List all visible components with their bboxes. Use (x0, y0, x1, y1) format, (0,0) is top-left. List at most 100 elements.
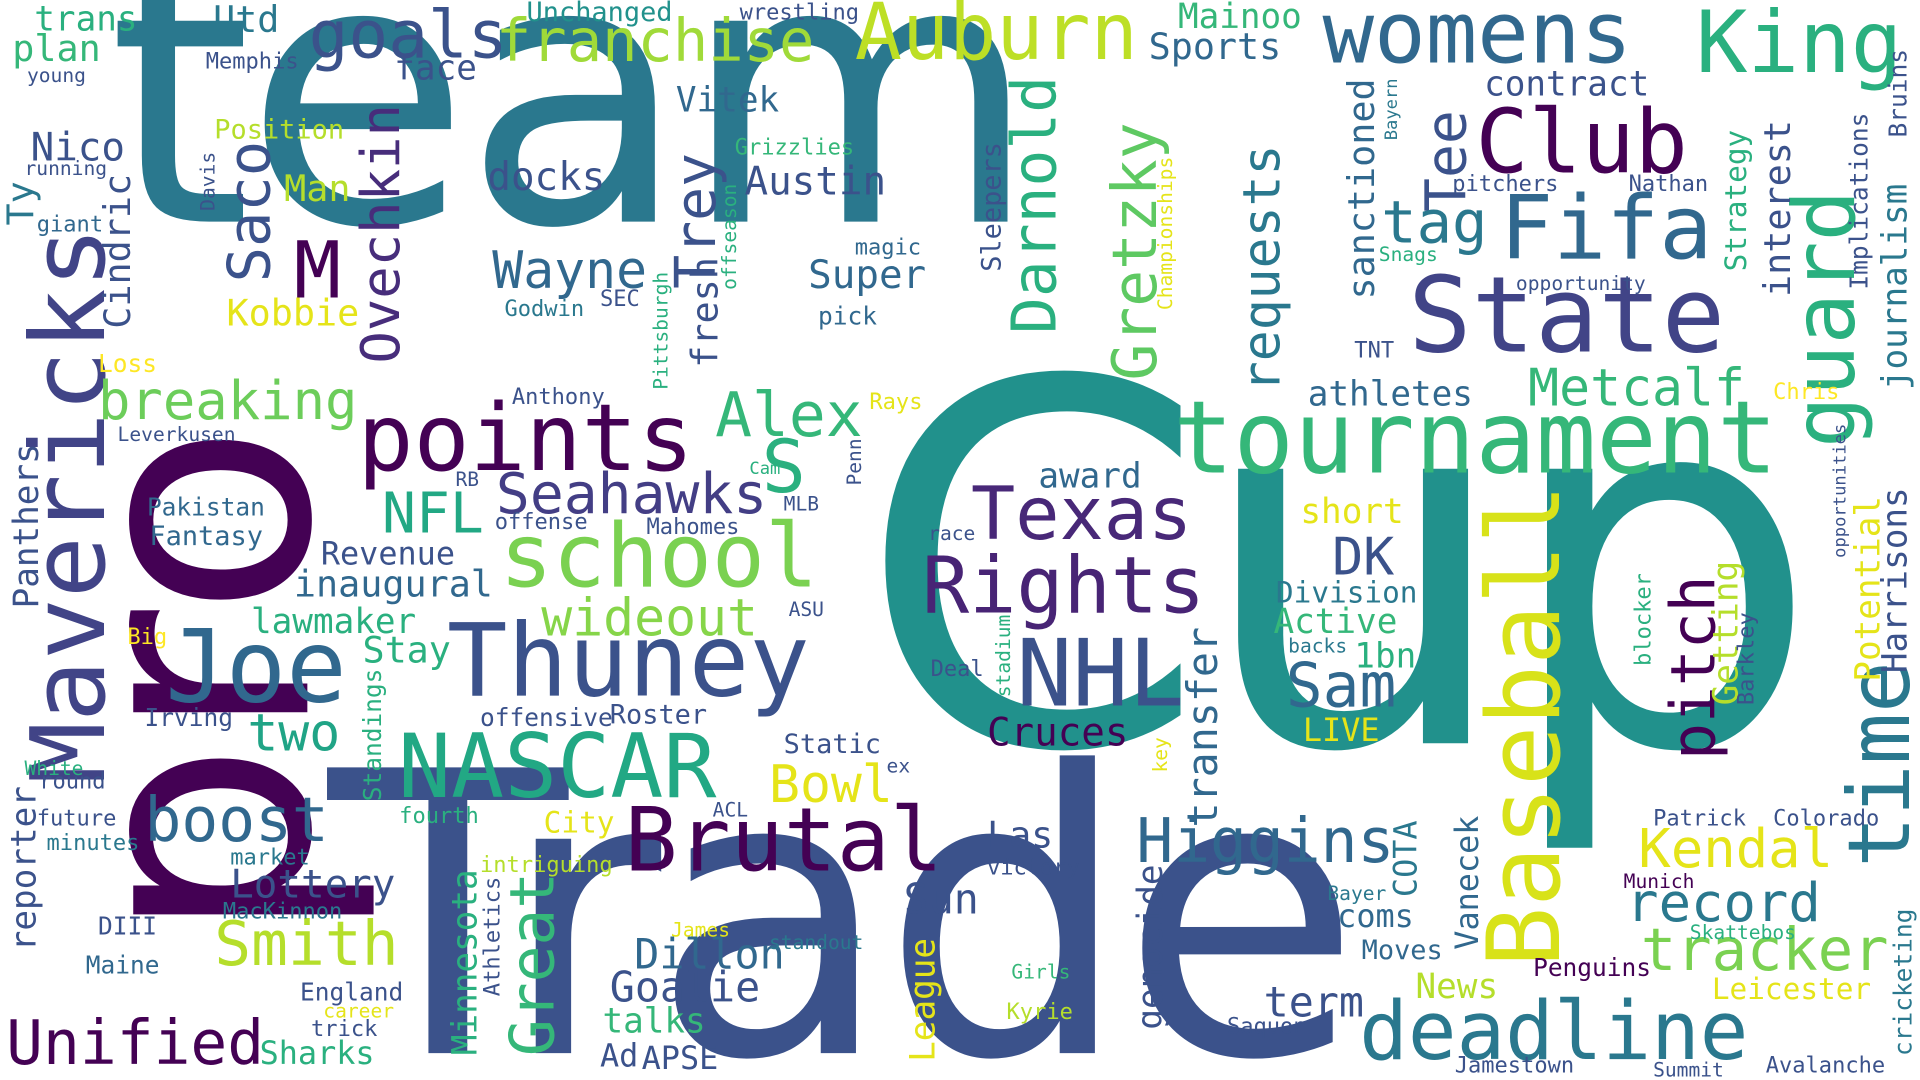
word-athletics: Athletics (480, 876, 506, 997)
word-wayne: Wayne (492, 240, 648, 301)
word-davis: Davis (195, 151, 220, 211)
word-munich: Munich (1623, 869, 1695, 893)
word-great: Great (497, 871, 569, 1057)
word-trade: Trade (328, 690, 1362, 1080)
word-bowl: Bowl (768, 754, 893, 815)
word-las: Las (986, 814, 1054, 858)
word-smith: Smith (214, 908, 399, 980)
word-pick: pick (817, 301, 877, 331)
word-breaking: breaking (97, 369, 358, 433)
word-future: future (36, 805, 117, 832)
word-leverkusen: Leverkusen (117, 422, 236, 446)
word-minutes: minutes (46, 830, 140, 856)
word-intriguing: intriguing (480, 852, 613, 878)
word-roster: Roster (609, 700, 708, 732)
word-nascar: NASCAR (397, 715, 717, 818)
word-race: race (928, 521, 976, 545)
word-goals: goals (308, 0, 508, 74)
word-girls: Girls (1011, 960, 1071, 984)
word-round: round (39, 768, 106, 795)
word-cricketing: cricketing (1888, 908, 1918, 1057)
word-nhl: NHL (1016, 618, 1185, 728)
word-trick: trick (311, 1016, 378, 1043)
word-kobbie: Kobbie (226, 292, 360, 336)
word-brutal: Brutal (624, 788, 943, 892)
word-running: running (24, 156, 108, 181)
word-career: career (323, 999, 395, 1023)
word-avalanche: Avalanche (1765, 1053, 1886, 1079)
word-interest: interest (1757, 120, 1801, 297)
word-grizzlies: Grizzlies (734, 134, 855, 161)
word-opportunity: opportunity (1515, 271, 1646, 296)
word-king: King (1695, 0, 1903, 94)
word-diii: DIII (97, 911, 157, 941)
word-standout: standout (768, 930, 864, 954)
word-colorado: Colorado (1773, 805, 1880, 832)
word-plan: plan (12, 28, 101, 72)
word-athletes: athletes (1307, 373, 1473, 414)
word-james: James (671, 918, 731, 942)
word-wrestling: wrestling (739, 0, 860, 26)
word-rays: Rays (869, 389, 923, 416)
word-offensive: offensive (480, 702, 613, 733)
word-patrick: Patrick (1653, 805, 1746, 832)
word-maine: Maine (85, 950, 160, 980)
word-higgins: Higgins (1136, 805, 1395, 877)
word-pitchers: pitchers (1452, 171, 1559, 198)
word-baseball: Baseball (1466, 483, 1584, 968)
word-standings: Standings (357, 668, 387, 802)
word-strategy: Strategy (1719, 129, 1754, 272)
word-trans: trans (34, 0, 138, 40)
word-static: Static (783, 729, 882, 761)
word-cruces: Cruces (986, 708, 1129, 756)
word-lottery: Lottery (230, 860, 396, 908)
word-auburn: Auburn (854, 0, 1138, 79)
word-offseason: offseason (717, 183, 741, 290)
word-bruins: Bruins (1883, 48, 1913, 138)
word-godwin: Godwin (504, 296, 585, 323)
word-face: face (394, 47, 477, 89)
word-panthers: Panthers (6, 443, 47, 609)
word-genocide: genocide (1130, 864, 1171, 1030)
word-rights: Rights (922, 541, 1206, 632)
word-anthony: Anthony (511, 384, 605, 411)
word-unified: Unified (6, 1007, 265, 1079)
word-contract: contract (1484, 63, 1650, 105)
word-cup: Cup (857, 276, 1820, 863)
word-vitek: Vitek (675, 79, 780, 121)
word-blocker: blocker (1631, 573, 1657, 666)
word-news: News (1415, 966, 1499, 1007)
word-mlb: MLB (783, 492, 820, 516)
word-tnt: TNT (1354, 337, 1395, 364)
word-alex: Alex (715, 379, 863, 451)
word-1bn: 1bn (1354, 635, 1417, 676)
word-penn: Penn (842, 438, 866, 486)
word-opportunities: opportunities (1830, 423, 1851, 558)
word-stadium: stadium (991, 614, 1016, 698)
word-ad: Ad (600, 1038, 639, 1076)
word-tag: tag (1381, 188, 1488, 258)
word-school: school (499, 504, 819, 608)
word-cota: COTA (1388, 820, 1426, 898)
word-magic: magic (854, 235, 922, 261)
word-man: Man (284, 167, 351, 211)
word-harrisons: Harrisons (1874, 487, 1916, 674)
word-talks: talks (602, 1000, 706, 1041)
word-fourth: fourth (399, 803, 479, 829)
word-apse: APSE (641, 1040, 719, 1078)
word-big: Big (127, 624, 168, 651)
word-bayer: Bayer (1327, 881, 1387, 905)
word-dk: DK (1332, 526, 1395, 587)
word-rb: RB (455, 467, 480, 492)
word-saco: Saco (215, 140, 285, 283)
word-pittsburgh: Pittsburgh (648, 271, 673, 390)
word-journalism: journalism (1874, 183, 1916, 391)
word-tracker: tracker (1640, 915, 1889, 985)
word-young: young (26, 63, 86, 87)
word-tournament: tournament (1173, 380, 1778, 498)
word-backs: backs (1288, 634, 1348, 658)
word-time: time (1829, 661, 1920, 868)
word-penguins: Penguins (1533, 952, 1652, 983)
word-kendal: Kendal (1638, 817, 1834, 881)
word-nfl: NFL (382, 480, 484, 547)
